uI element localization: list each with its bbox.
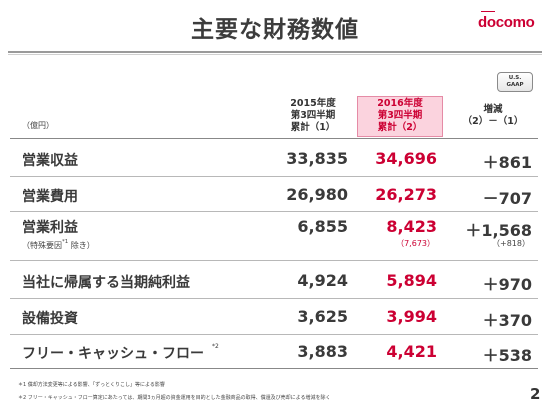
value-operating-income-prior: 6,855 <box>297 217 348 236</box>
header-divider <box>10 138 538 139</box>
value-revenue-change: ＋861 <box>482 153 532 172</box>
value-expenses-current: 26,273 <box>375 185 437 204</box>
title-divider-thin <box>8 54 542 55</box>
us-gaap-badge: U.S. GAAP <box>497 72 533 92</box>
value-capex-current: 3,994 <box>386 307 437 326</box>
note-text: （特殊要因 <box>22 241 62 250</box>
column-header-prior: 2015年度 第3四半期 累計（1） <box>273 98 353 134</box>
value-capex-change: ＋370 <box>482 311 532 330</box>
row-label-revenue: 営業収益 <box>22 153 78 169</box>
header-line: 第3四半期 <box>377 110 423 121</box>
current-period-highlight <box>357 96 443 137</box>
value-operating-income-change-adjusted: （+818） <box>492 239 530 248</box>
value-operating-income-current: 8,423 <box>386 217 437 236</box>
column-header-change: 増減 （2）－（1） <box>453 104 533 128</box>
value-revenue-prior: 33,835 <box>286 149 348 168</box>
row-divider <box>10 211 538 212</box>
footnote-ref-1: *1 <box>62 239 69 245</box>
badge-line-2: GAAP <box>506 82 524 88</box>
value-net-income-current: 5,894 <box>386 271 437 290</box>
value-fcf-current: 4,421 <box>386 342 437 361</box>
value-operating-income-change: ＋1,568 <box>465 221 532 240</box>
row-label-net-income: 当社に帰属する当期純利益 <box>22 275 190 291</box>
header-line: 累計（2） <box>377 122 423 133</box>
header-line: （2）－（1） <box>462 116 524 127</box>
value-net-income-change: ＋970 <box>482 275 532 294</box>
page-title: 主要な財務数値 <box>191 17 359 43</box>
table-bottom-divider <box>10 368 538 369</box>
row-label-operating-income: 営業利益 <box>22 220 78 236</box>
header-line: 2016年度 <box>377 98 423 109</box>
row-label-expenses: 営業費用 <box>22 189 78 205</box>
row-divider <box>10 176 538 177</box>
value-revenue-current: 34,696 <box>375 149 437 168</box>
row-divider <box>10 260 538 261</box>
value-expenses-prior: 26,980 <box>286 185 348 204</box>
value-capex-prior: 3,625 <box>297 307 348 326</box>
header-line: 増減 <box>483 104 503 115</box>
row-label-capex: 設備投資 <box>22 311 78 327</box>
value-net-income-prior: 4,924 <box>297 271 348 290</box>
badge-line-1: U.S. <box>508 75 522 81</box>
value-expenses-change: －707 <box>482 189 532 208</box>
header-line: 第3四半期 <box>290 110 336 121</box>
footnote-1: ＊1 償却方法変更等による影響、「ずっとくりこし」等による影響 <box>18 382 165 388</box>
docomo-logo: docomo <box>478 14 535 31</box>
header-line: 2015年度 <box>290 98 336 109</box>
title-divider <box>8 51 542 53</box>
row-divider <box>10 298 538 299</box>
page-number: 2 <box>530 385 541 403</box>
header-line: 累計（1） <box>290 122 336 133</box>
unit-label: （億円） <box>22 121 54 130</box>
value-fcf-prior: 3,883 <box>297 342 348 361</box>
footnote-ref-2: *2 <box>212 343 219 350</box>
ntt-logo-mark <box>481 11 495 15</box>
column-header-current: 2016年度 第3四半期 累計（2） <box>360 98 440 134</box>
value-fcf-change: ＋538 <box>482 346 532 365</box>
footnote-2: ＊2 フリー・キャッシュ・フロー算定にあたっては、期間3ヵ月超の資金運用を目的と… <box>18 395 331 401</box>
operating-income-note: （特殊要因*1 除き） <box>22 239 95 251</box>
label-text: フリー・キャッシュ・フロー <box>22 346 204 362</box>
row-divider <box>10 334 538 335</box>
row-label-free-cash-flow: フリー・キャッシュ・フロー *2 <box>22 343 219 363</box>
value-operating-income-current-adjusted: （7,673） <box>396 239 435 248</box>
note-text: 除き） <box>68 241 95 250</box>
